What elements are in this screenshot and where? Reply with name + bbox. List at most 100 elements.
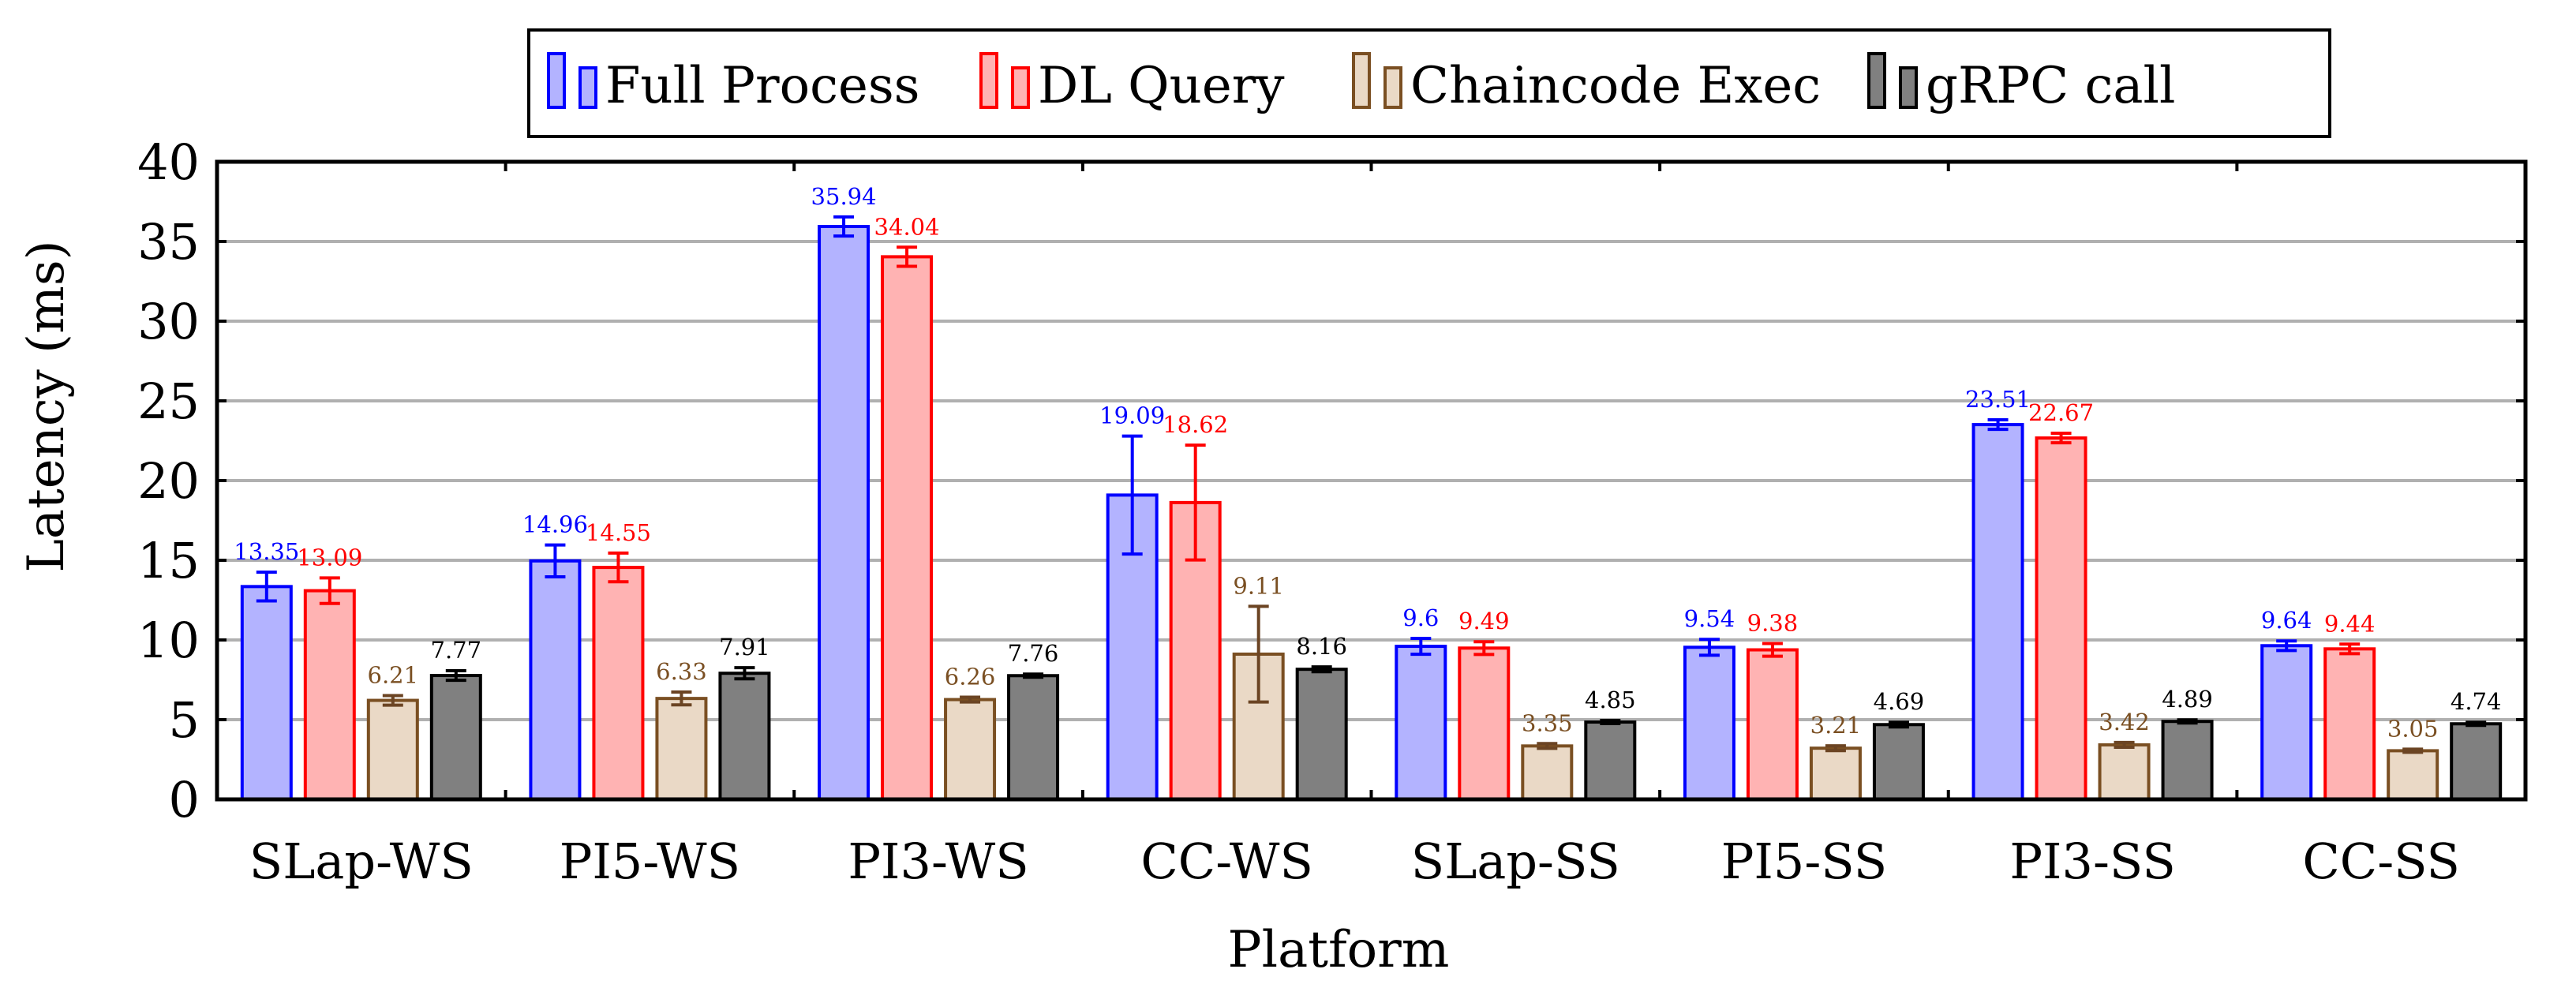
value-label-CC-WS-3: 8.16 — [1296, 633, 1347, 660]
error-bar-PI3-WS-2 — [960, 695, 981, 704]
x-tick-label-CC-WS: CC-WS — [1140, 832, 1313, 890]
error-bar-PI5-SS-1 — [1762, 642, 1783, 658]
error-bar-PI5-SS-0 — [1698, 638, 1720, 657]
value-label-SLap-SS-1: 9.49 — [1458, 608, 1510, 634]
legend-box — [527, 28, 2331, 138]
value-label-SLap-SS-0: 9.6 — [1402, 604, 1439, 631]
x-tick-label-SLap-WS: SLap-WS — [249, 832, 474, 890]
error-bar-SLap-WS-0 — [256, 571, 277, 603]
y-tick-label-35: 35 — [137, 213, 200, 271]
bar-PI3-SS-full-process — [1971, 423, 2024, 802]
value-label-PI5-WS-2: 6.33 — [656, 658, 707, 685]
bar-CC-SS-grpc-call — [2450, 722, 2503, 802]
value-label-SLap-WS-1: 13.09 — [297, 544, 362, 571]
x-axis-title: Platform — [1228, 921, 1450, 979]
bar-PI3-SS-grpc-call — [2161, 720, 2214, 801]
value-label-PI3-WS-0: 35.94 — [811, 183, 877, 210]
error-bar-PI3-SS-0 — [1987, 418, 2009, 432]
x-tick-label-PI5-SS: PI5-SS — [1721, 832, 1887, 890]
error-bar-CC-SS-2 — [2402, 747, 2424, 754]
value-label-CC-WS-2: 9.11 — [1233, 572, 1284, 599]
legend-label: DL Query — [1038, 57, 1284, 115]
error-bar-SLap-SS-0 — [1410, 636, 1432, 657]
legend-label: gRPC call — [1926, 57, 2175, 115]
bar-PI3-WS-chaincode-exec — [944, 698, 997, 801]
value-label-CC-WS-0: 19.09 — [1099, 402, 1165, 429]
error-bar-CC-SS-0 — [2276, 639, 2297, 653]
x-tick-label-PI3-WS: PI3-WS — [848, 832, 1028, 890]
value-label-PI5-SS-3: 4.69 — [1874, 688, 1925, 715]
error-bar-CC-WS-2 — [1248, 604, 1269, 704]
plot-frame — [215, 159, 2528, 802]
error-bar-PI5-WS-3 — [734, 666, 755, 681]
bar-PI5-SS-chaincode-exec — [1809, 746, 1862, 802]
legend-swatch-b — [1383, 66, 1402, 109]
bar-PI3-WS-dl-query — [881, 255, 934, 801]
value-label-CC-SS-2: 3.05 — [2387, 715, 2439, 742]
value-label-SLap-WS-3: 7.77 — [431, 637, 482, 664]
legend-entry-grpc-call: gRPC call — [1867, 52, 2175, 115]
value-label-PI5-WS-0: 14.96 — [522, 511, 588, 538]
legend-entry-chaincode-exec: Chaincode Exec — [1352, 52, 1821, 115]
y-tick-label-30: 30 — [137, 293, 200, 350]
error-bar-PI3-SS-3 — [2177, 718, 2198, 725]
error-bar-SLap-WS-2 — [382, 694, 403, 707]
legend-entry-full-process: Full Process — [547, 52, 920, 115]
legend-swatch-a — [979, 52, 998, 109]
error-bars — [256, 215, 2487, 754]
x-tick-label-SLap-SS: SLap-SS — [1411, 832, 1620, 890]
bar-PI3-WS-full-process — [818, 225, 871, 801]
value-label-PI3-WS-2: 6.26 — [945, 664, 996, 690]
legend-swatch-a — [1867, 52, 1886, 109]
error-bar-SLap-SS-3 — [1600, 719, 1621, 726]
y-tick-label-5: 5 — [169, 691, 200, 749]
value-label-PI3-WS-3: 7.76 — [1008, 640, 1059, 667]
value-label-PI3-SS-2: 3.42 — [2099, 709, 2150, 735]
x-tick-label-PI3-SS: PI3-SS — [2009, 832, 2175, 890]
bar-SLap-SS-chaincode-exec — [1521, 744, 1574, 802]
y-axis-title: Latency (ms) — [17, 240, 76, 572]
value-label-PI3-SS-1: 22.67 — [2028, 399, 2094, 426]
y-tick-label-15: 15 — [137, 532, 200, 589]
error-bar-PI3-WS-3 — [1023, 672, 1044, 679]
error-bar-PI5-WS-0 — [545, 543, 566, 579]
legend-swatch-b — [1011, 66, 1030, 109]
bar-PI5-SS-full-process — [1683, 645, 1735, 801]
value-label-SLap-WS-2: 6.21 — [368, 661, 419, 688]
bar-CC-SS-full-process — [2260, 644, 2313, 801]
bar-PI5-SS-dl-query — [1746, 648, 1799, 801]
bar-SLap-WS-dl-query — [303, 589, 356, 801]
bar-PI5-WS-dl-query — [592, 566, 645, 802]
error-bar-PI5-WS-2 — [671, 690, 692, 707]
y-tick-label-25: 25 — [137, 372, 200, 430]
bar-SLap-SS-grpc-call — [1584, 720, 1637, 802]
value-label-PI3-SS-3: 4.89 — [2162, 686, 2213, 713]
error-bar-PI5-SS-2 — [1825, 744, 1846, 753]
error-bar-CC-WS-1 — [1185, 443, 1206, 562]
value-label-CC-SS-0: 9.64 — [2261, 607, 2312, 634]
value-label-PI5-WS-3: 7.91 — [719, 634, 770, 660]
bar-CC-WS-grpc-call — [1295, 668, 1348, 802]
legend-label: Chaincode Exec — [1410, 57, 1821, 115]
axes: 0 5 10 15 20 25 30 35 40 SLap-WS PI5-WS PI3-WS CC-WS… — [137, 133, 2528, 890]
value-label-PI5-WS-1: 14.55 — [586, 519, 651, 546]
error-bar-PI5-WS-1 — [608, 551, 629, 584]
legend-entry-dl-query: DL Query — [979, 52, 1284, 115]
legend: Full Process DL Query Chaincode Exec gRPC c… — [527, 28, 2331, 138]
bar-SLap-WS-chaincode-exec — [366, 698, 419, 801]
bar-CC-SS-dl-query — [2323, 647, 2376, 802]
value-label-PI5-SS-1: 9.38 — [1747, 609, 1799, 636]
value-label-SLap-SS-2: 3.35 — [1522, 709, 1573, 736]
bar-SLap-WS-grpc-call — [429, 674, 482, 802]
error-bar-PI3-SS-2 — [2114, 740, 2135, 749]
error-bar-PI3-WS-1 — [897, 245, 918, 268]
y-tick-label-40: 40 — [137, 133, 200, 191]
error-bar-SLap-WS-3 — [445, 668, 466, 683]
value-label-SLap-WS-0: 13.35 — [234, 538, 299, 565]
value-label-PI3-SS-0: 23.51 — [1965, 386, 2031, 413]
bar-PI5-WS-chaincode-exec — [655, 697, 708, 801]
value-label-CC-SS-3: 4.74 — [2451, 688, 2502, 715]
bar-PI5-SS-grpc-call — [1872, 723, 1925, 802]
error-bar-CC-SS-1 — [2339, 642, 2361, 656]
error-bar-PI3-WS-0 — [833, 215, 855, 238]
